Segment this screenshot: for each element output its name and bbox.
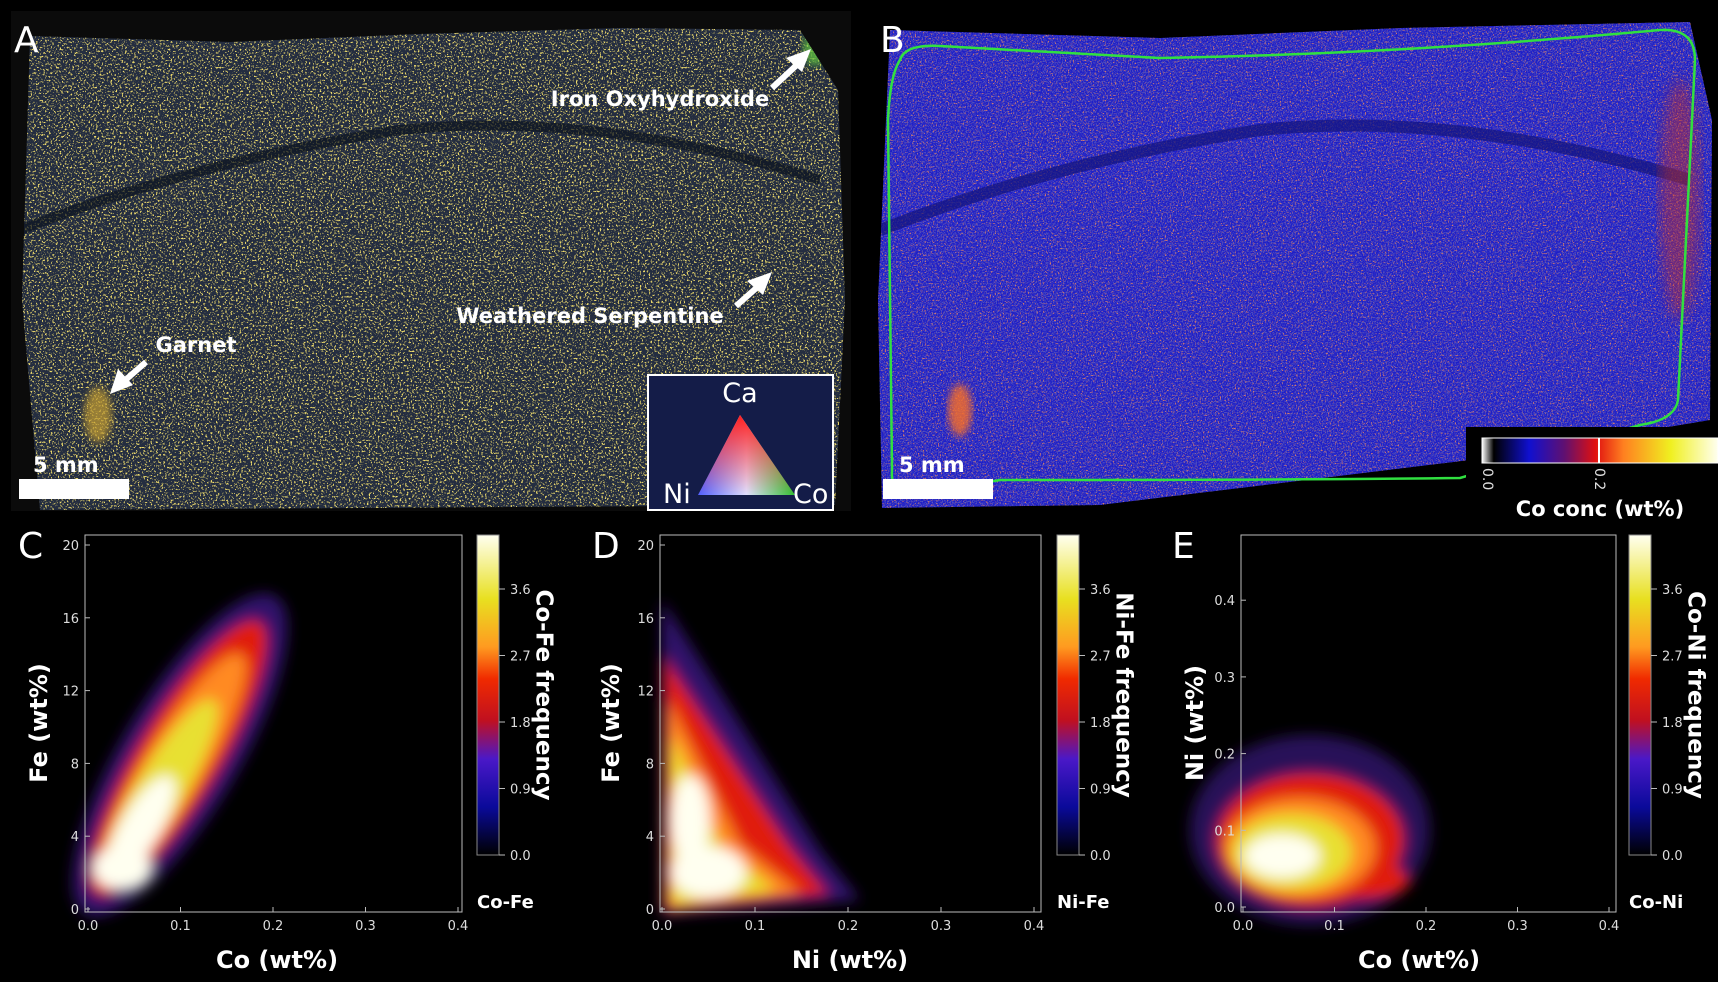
colorbar-title: Ni-Fe frequency	[1111, 592, 1137, 797]
colorbar-tick-label: 3.6	[1662, 583, 1683, 598]
x-tick-label: 0.3	[931, 919, 952, 934]
y-tick-label: 0.2	[1214, 748, 1235, 763]
colorbar	[1057, 535, 1079, 855]
colorbar-tick-label: 0.0	[1662, 849, 1683, 864]
x-tick-label: 0.0	[652, 919, 673, 934]
x-axis-label: Co (wt%)	[1358, 946, 1480, 974]
panel-label: D	[592, 526, 620, 567]
x-tick-label: 0.1	[1324, 919, 1345, 934]
x-axis-label: Co (wt%)	[216, 946, 338, 974]
panel-label: E	[1172, 526, 1195, 567]
x-tick-label: 0.4	[1024, 919, 1045, 934]
colorbar-name: Ni-Fe	[1057, 892, 1109, 913]
y-axis-label: Ni (wt%)	[1181, 665, 1209, 781]
y-tick-label: 4	[646, 830, 654, 845]
colorbar-tick-label: 0.9	[1662, 783, 1683, 798]
colorbar-tick-label: 0.0	[510, 849, 531, 864]
colorbar-tick-label: 0.9	[510, 783, 531, 798]
y-axis-label: Fe (wt%)	[25, 663, 53, 783]
x-tick-label: 0.0	[1233, 919, 1254, 934]
y-tick-label: 8	[71, 757, 79, 772]
y-tick-label: 0.4	[1214, 594, 1235, 609]
x-tick-label: 0.1	[170, 919, 191, 934]
y-tick-label: 20	[62, 539, 79, 554]
colorbar-tick-label: 1.8	[510, 716, 531, 731]
x-tick-label: 0.4	[448, 919, 469, 934]
scale-bar-label: 5 mm	[33, 453, 99, 477]
annotation: Iron Oxyhydroxide	[551, 87, 769, 111]
density-d	[662, 600, 860, 915]
panel-label: A	[14, 20, 39, 61]
annotation: Weathered Serpentine	[456, 304, 723, 328]
x-tick-label: 0.0	[78, 919, 99, 934]
y-tick-label: 0	[646, 903, 654, 918]
figure: A Iron Oxyhydroxide Weathered Serpentine Ga…	[0, 0, 1718, 982]
ternary-label: Ni	[663, 479, 691, 510]
colorbar-tick-label: 2.7	[1090, 650, 1111, 665]
x-tick-label: 0.3	[355, 919, 376, 934]
panel-label: B	[880, 20, 905, 61]
colorbar-tick-label: 3.6	[510, 583, 531, 598]
x-axis-label: Ni (wt%)	[792, 946, 908, 974]
x-tick-label: 0.2	[1416, 919, 1437, 934]
y-tick-label: 0.1	[1214, 824, 1235, 839]
colorbar	[477, 535, 499, 855]
ternary-label: Co	[793, 479, 828, 510]
annotation: Garnet	[156, 333, 237, 357]
colorbar-tick-label: 0.0	[1090, 849, 1111, 864]
colorbar-tick-label: 0.0	[1479, 468, 1495, 490]
colorbar-name: Co-Ni	[1629, 892, 1683, 913]
colorbar-tick-label: 0.2	[1591, 468, 1607, 490]
y-tick-label: 8	[646, 757, 654, 772]
scale-bar	[19, 479, 129, 499]
x-tick-label: 0.2	[838, 919, 859, 934]
colorbar-tick-label: 2.7	[1662, 650, 1683, 665]
colorbar	[1629, 535, 1651, 855]
colorbar-tick-label: 3.6	[1090, 583, 1111, 598]
colorbar-tick-label: 2.7	[510, 650, 531, 665]
y-tick-label: 0.3	[1214, 671, 1235, 686]
colorbar-tick-label: 0.9	[1090, 783, 1111, 798]
y-tick-label: 0	[71, 903, 79, 918]
y-tick-label: 12	[62, 685, 79, 700]
colorbar-title: Co-Fe frequency	[531, 590, 557, 801]
y-tick-label: 20	[637, 539, 654, 554]
y-tick-label: 16	[637, 612, 654, 627]
y-tick-label: 4	[71, 830, 79, 845]
y-axis-label: Fe (wt%)	[597, 663, 625, 783]
scale-bar	[883, 479, 993, 499]
colorbar-title: Co-Ni frequency	[1683, 591, 1709, 799]
x-tick-label: 0.1	[745, 919, 766, 934]
x-tick-label: 0.3	[1507, 919, 1528, 934]
scale-bar-label: 5 mm	[899, 453, 965, 477]
colorbar-title: Co conc (wt%)	[1516, 497, 1684, 521]
panel-label: C	[18, 526, 43, 567]
ternary-label: Ca	[722, 378, 757, 409]
colorbar-tick-label: 1.8	[1090, 716, 1111, 731]
x-tick-label: 0.4	[1599, 919, 1620, 934]
y-tick-label: 16	[62, 612, 79, 627]
x-tick-label: 0.2	[263, 919, 284, 934]
y-tick-label: 0.0	[1214, 901, 1235, 916]
colorbar-name: Co-Fe	[477, 892, 534, 913]
y-tick-label: 12	[637, 685, 654, 700]
colorbar-tick-label: 1.8	[1662, 716, 1683, 731]
